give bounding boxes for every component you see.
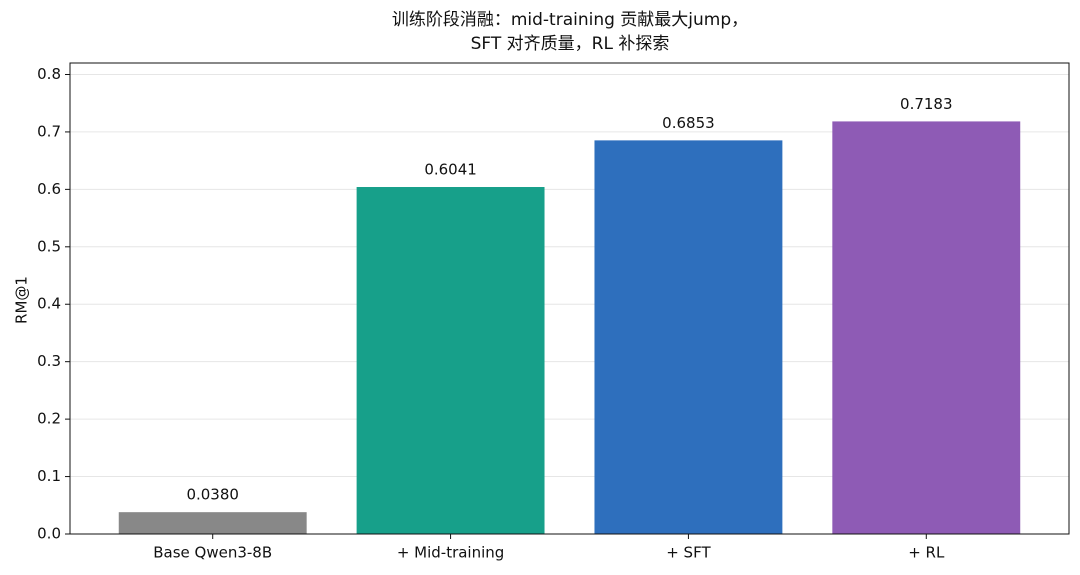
bar <box>594 140 783 534</box>
y-tick-label: 0.6 <box>37 180 61 198</box>
y-axis-label: RM@1 <box>13 276 31 324</box>
y-tick-label: 0.5 <box>37 237 61 255</box>
x-tick-label: + SFT <box>666 544 711 562</box>
y-tick-label: 0.7 <box>37 122 61 140</box>
x-tick-label: Base Qwen3-8B <box>153 544 272 562</box>
y-tick-label: 0.2 <box>37 410 61 428</box>
y-tick-label: 0.1 <box>37 467 61 485</box>
data-label: 0.6853 <box>662 114 715 132</box>
chart-title: 训练阶段消融：mid-training 贡献最大jump， <box>392 10 748 30</box>
y-tick-label: 0.8 <box>37 65 61 83</box>
data-label: 0.6041 <box>424 161 477 179</box>
chart-title: SFT 对齐质量，RL 补探索 <box>471 34 670 54</box>
data-label: 0.0380 <box>186 486 239 504</box>
x-tick-label: + RL <box>908 544 945 562</box>
y-tick-label: 0.3 <box>37 352 61 370</box>
plot-frame <box>69 62 1070 535</box>
data-label: 0.7183 <box>900 95 953 113</box>
y-tick-label: 0.4 <box>37 295 61 313</box>
bar <box>832 121 1021 534</box>
bar <box>356 187 545 534</box>
y-tick-label: 0.0 <box>37 525 61 543</box>
x-tick-label: + Mid-training <box>397 544 505 562</box>
bar <box>118 512 307 534</box>
